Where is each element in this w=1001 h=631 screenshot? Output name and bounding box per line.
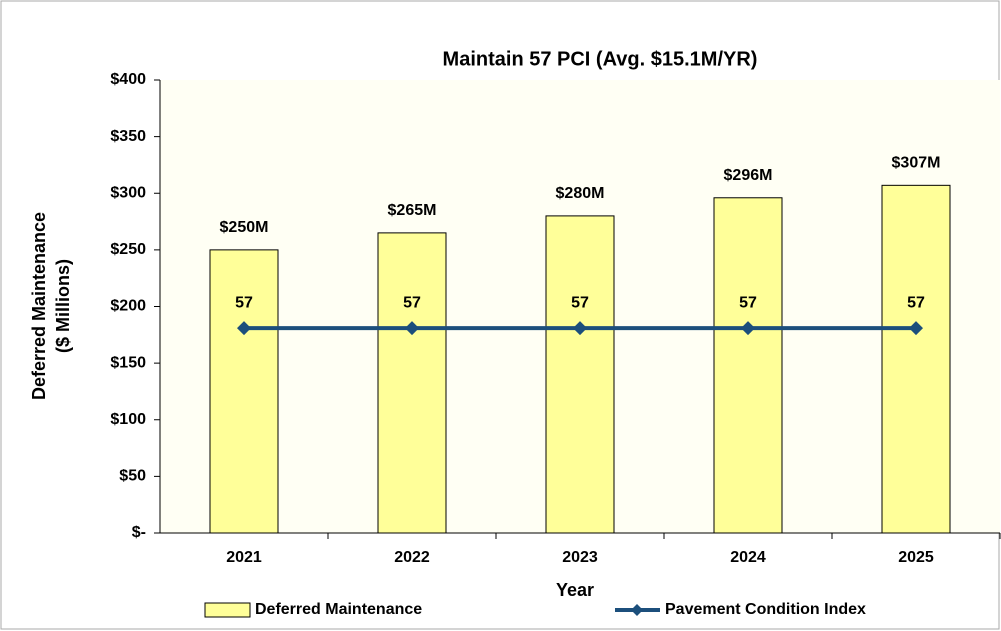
bar (881, 184, 951, 534)
legend-swatch (204, 602, 251, 618)
line-marker (573, 321, 587, 336)
legend-label: Deferred Maintenance (255, 601, 422, 618)
data-label: $280M (556, 185, 605, 202)
data-label: 57 (907, 294, 925, 311)
line-marker (405, 321, 419, 336)
data-label: $250M (220, 219, 269, 236)
data-label: 57 (235, 294, 253, 311)
y-axis-label: Deferred Maintenance (29, 212, 49, 400)
y-tick-label: $350 (110, 128, 146, 145)
data-label: $296M (724, 167, 773, 184)
y-tick-label: $150 (110, 354, 146, 371)
y-tick-label: $300 (110, 184, 146, 201)
y-tick-label: $- (132, 524, 146, 541)
y-tick-label: $200 (110, 298, 146, 315)
y-tick-label: $100 (110, 411, 146, 428)
data-label: 57 (403, 294, 421, 311)
x-tick-label: 2022 (394, 549, 430, 566)
data-label: 57 (571, 294, 589, 311)
legend-label: Pavement Condition Index (665, 601, 866, 618)
x-tick-label: 2024 (730, 549, 766, 566)
bar (545, 215, 615, 534)
data-label: 57 (739, 294, 757, 311)
bar (209, 249, 279, 534)
y-tick-label: $50 (119, 468, 146, 485)
y-axis-label: ($ Millions) (53, 259, 73, 353)
data-label: $307M (892, 155, 941, 172)
line-marker (237, 321, 251, 336)
chart-title: Maintain 57 PCI (Avg. $15.1M/YR) (443, 48, 758, 70)
bar (377, 232, 447, 534)
y-tick-label: $250 (110, 241, 146, 258)
x-tick-label: 2023 (562, 549, 598, 566)
x-tick-label: 2025 (898, 549, 934, 566)
line-marker (741, 321, 755, 336)
x-tick-label: 2021 (226, 549, 262, 566)
y-tick-label: $400 (110, 71, 146, 88)
data-label: $265M (388, 202, 437, 219)
bar (713, 197, 783, 534)
x-axis-label: Year (556, 580, 594, 600)
legend-marker (631, 604, 643, 616)
line-marker (909, 321, 923, 336)
